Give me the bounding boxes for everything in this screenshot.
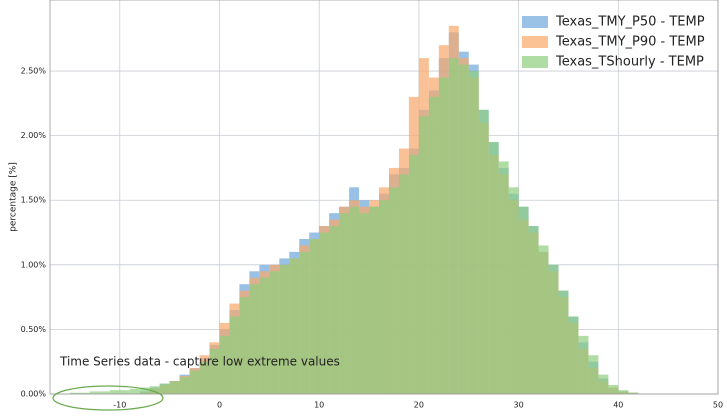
x-tick-label: 50 (713, 401, 723, 410)
bar (628, 392, 639, 394)
bar (269, 271, 280, 394)
bar (299, 251, 310, 394)
bar (408, 155, 419, 394)
bar (369, 206, 380, 394)
bar (179, 377, 190, 394)
bar (418, 116, 429, 394)
legend-label: Texas_TMY_P90 - TEMP (555, 35, 705, 50)
bar (558, 290, 569, 394)
x-tick-label: -10 (113, 401, 126, 410)
bar (249, 284, 260, 394)
bar (598, 374, 609, 394)
y-tick-label: 2.00% (21, 131, 47, 140)
bar (448, 58, 459, 394)
bar (618, 390, 629, 394)
bar (578, 335, 589, 394)
bar (478, 109, 489, 394)
bar (219, 335, 230, 394)
bar (69, 392, 80, 394)
x-tick-label: 30 (514, 401, 524, 410)
bar (339, 213, 350, 394)
bar (329, 226, 340, 394)
series (69, 58, 639, 395)
bar (359, 213, 370, 394)
bar (239, 297, 250, 394)
annotation: Time Series data - capture low extreme v… (59, 355, 340, 369)
bar (139, 387, 150, 394)
bar (498, 161, 509, 394)
bar (279, 264, 290, 394)
bar (568, 316, 579, 394)
bar (608, 384, 619, 394)
bar (388, 187, 399, 394)
bar (518, 206, 529, 394)
bar (289, 258, 300, 394)
bar (209, 348, 220, 394)
legend-swatch (522, 16, 548, 28)
bar (538, 245, 549, 394)
bar (379, 200, 389, 394)
bar (398, 174, 409, 394)
y-tick-label: 0.00% (21, 390, 47, 399)
x-tick-label: 20 (414, 401, 424, 410)
bar (588, 355, 599, 394)
bar (319, 232, 330, 394)
bar (488, 142, 499, 394)
y-tick-label: 0.50% (21, 325, 47, 334)
bar (159, 383, 170, 394)
bar (468, 71, 479, 394)
x-tick-label: 40 (613, 401, 623, 410)
bar (309, 238, 320, 394)
legend-label: Texas_TMY_P50 - TEMP (555, 15, 705, 30)
y-tick-label: 1.50% (21, 196, 47, 205)
y-axis-label: percentage [%] (9, 162, 19, 232)
bar (428, 96, 439, 394)
bar (79, 392, 90, 394)
bar (109, 390, 120, 394)
bar (438, 77, 449, 395)
bar (458, 64, 469, 395)
legend-swatch (522, 56, 548, 68)
x-tick-label: 0 (217, 401, 222, 410)
bar (508, 187, 519, 394)
y-tick-label: 2.50% (21, 67, 47, 76)
bar (199, 361, 210, 394)
bar (528, 226, 539, 394)
bar (149, 386, 160, 394)
bar (99, 391, 110, 394)
bar (89, 391, 100, 394)
bar (129, 388, 140, 394)
bar (229, 316, 240, 394)
bar (189, 370, 200, 394)
x-tick-label: 10 (314, 401, 324, 410)
bar (548, 264, 559, 394)
bar (349, 206, 360, 394)
bar (169, 381, 180, 394)
plot-frame (49, 0, 719, 395)
bar (259, 277, 270, 394)
y-tick-label: 1.00% (21, 260, 47, 269)
legend-swatch (522, 36, 548, 48)
legend-label: Texas_TShourly - TEMP (555, 55, 704, 70)
bar (119, 390, 130, 394)
annotation-ellipse (52, 385, 164, 411)
